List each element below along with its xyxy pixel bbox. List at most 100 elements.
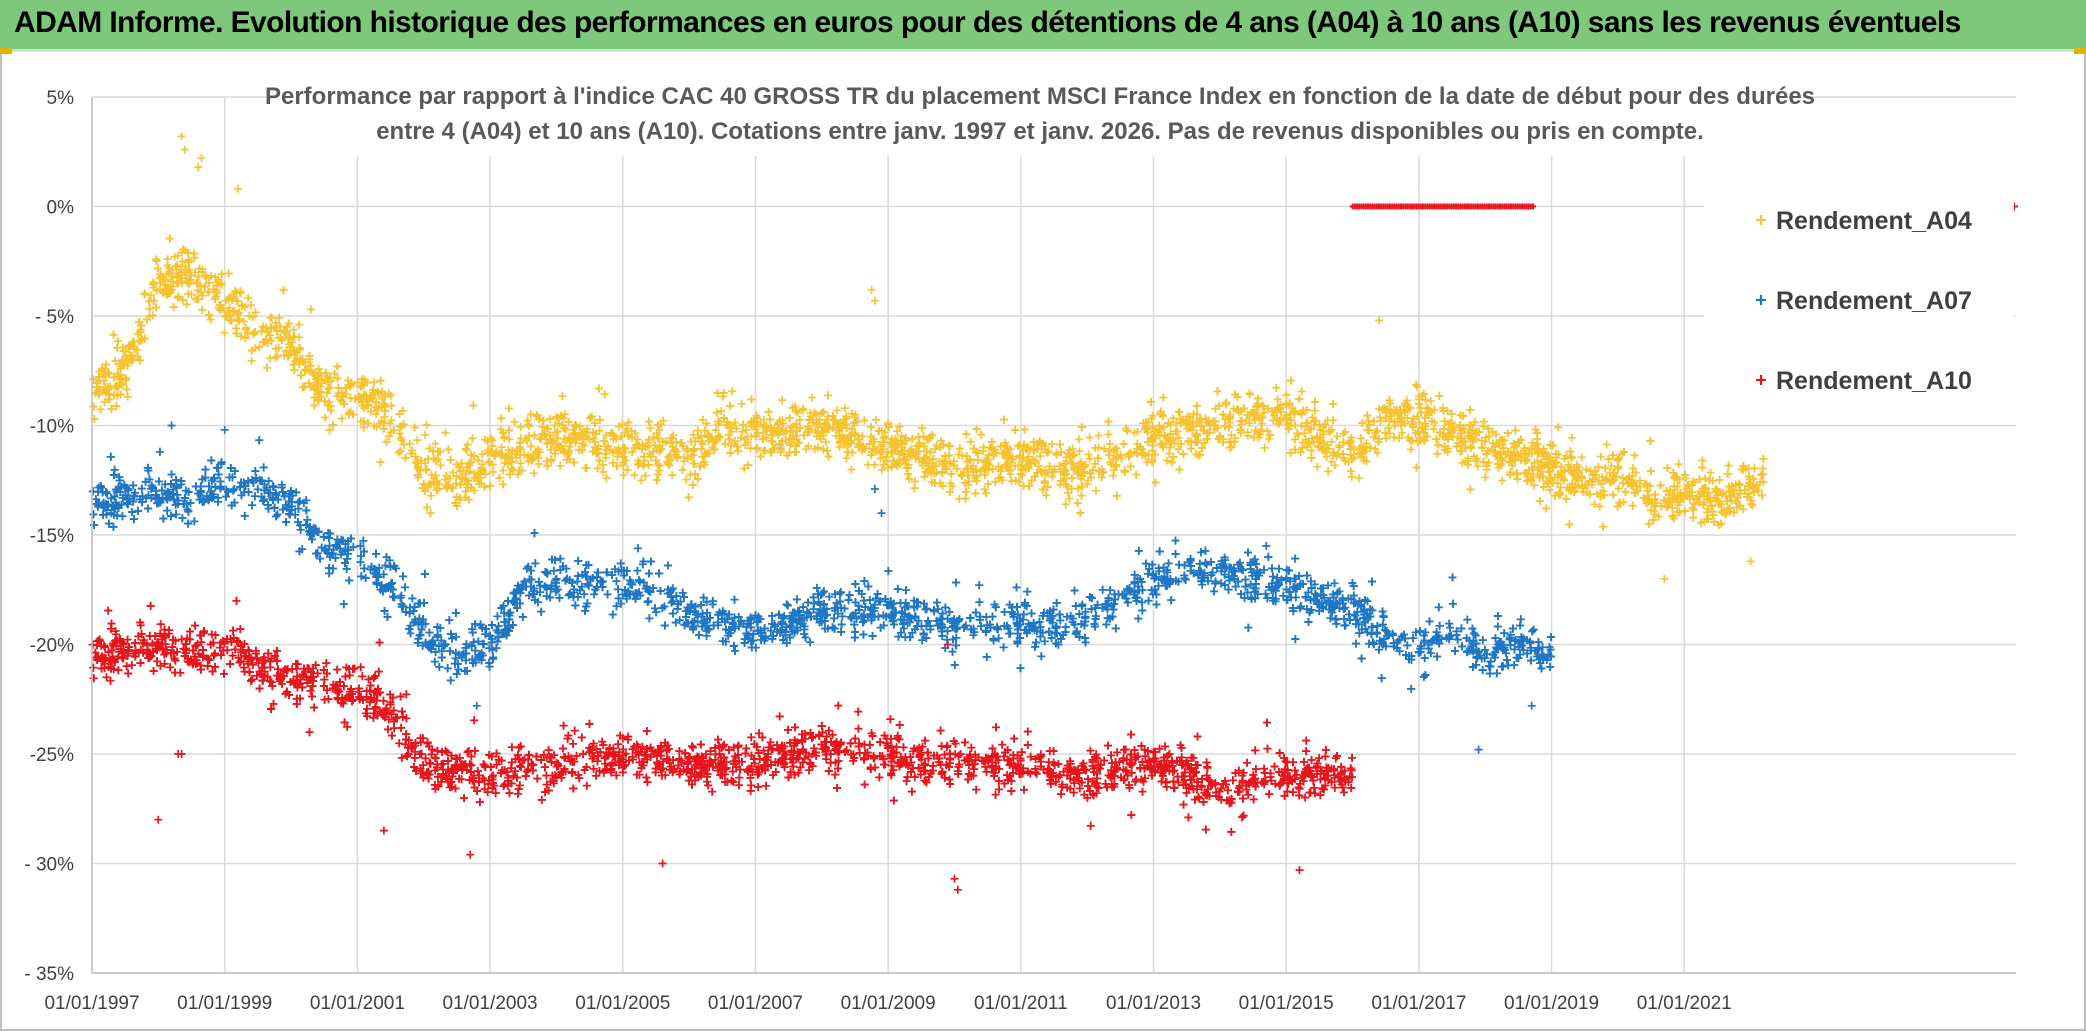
point-rendement-a04 bbox=[1663, 464, 1672, 472]
point-rendement-a04 bbox=[539, 416, 548, 425]
point-rendement-a04 bbox=[247, 356, 256, 365]
point-rendement-a04 bbox=[1297, 387, 1306, 396]
point-rendement-a04 bbox=[1729, 508, 1738, 517]
point-rendement-a04 bbox=[1327, 437, 1336, 446]
point-rendement-a04 bbox=[955, 444, 964, 453]
point-rendement-a04 bbox=[1074, 435, 1083, 444]
point-rendement-a04 bbox=[1307, 446, 1316, 455]
point-rendement-a04 bbox=[683, 454, 692, 463]
point-rendement-a04 bbox=[911, 477, 919, 486]
point-rendement-a04 bbox=[1287, 376, 1295, 385]
point-rendement-a04 bbox=[421, 430, 430, 439]
point-rendement-a04 bbox=[830, 415, 839, 424]
point-rendement-a04 bbox=[1172, 418, 1181, 427]
point-rendement-a04 bbox=[1254, 394, 1263, 403]
point-rendement-a04 bbox=[1363, 411, 1372, 420]
point-rendement-a04 bbox=[1020, 425, 1029, 434]
point-rendement-a04 bbox=[1092, 486, 1100, 495]
point-rendement-a04 bbox=[198, 305, 207, 314]
point-rendement-a04 bbox=[469, 401, 478, 410]
point-rendement-a04 bbox=[1298, 443, 1307, 452]
point-rendement-a04 bbox=[1748, 501, 1757, 510]
point-rendement-a04 bbox=[1310, 406, 1319, 415]
point-rendement-a04 bbox=[1498, 476, 1507, 485]
point-rendement-a04 bbox=[207, 272, 215, 280]
point-rendement-a04 bbox=[1282, 391, 1291, 399]
point-rendement-a04 bbox=[1179, 450, 1188, 458]
point-rendement-a04 bbox=[1222, 398, 1231, 407]
point-rendement-a04 bbox=[1466, 443, 1475, 452]
point-rendement-a04 bbox=[372, 410, 381, 419]
point-rendement-a04 bbox=[441, 428, 450, 437]
point-rendement-a04 bbox=[389, 426, 398, 435]
point-rendement-a04 bbox=[1075, 447, 1084, 456]
point-rendement-a04 bbox=[1326, 427, 1335, 436]
point-rendement-a04 bbox=[1263, 427, 1272, 436]
point-rendement-a04 bbox=[1260, 443, 1269, 452]
report-banner: ADAM Informe. Evolution historique des p… bbox=[0, 0, 2086, 52]
point-rendement-a04 bbox=[1701, 474, 1710, 483]
point-rendement-a04 bbox=[376, 458, 385, 467]
point-rendement-a04 bbox=[860, 416, 869, 425]
point-rendement-a04 bbox=[1567, 433, 1576, 442]
point-rendement-a04 bbox=[266, 354, 274, 363]
point-rendement-a04 bbox=[1602, 474, 1611, 482]
point-rendement-a04 bbox=[413, 436, 422, 445]
point-rendement-a04 bbox=[1557, 462, 1565, 471]
point-rendement-a04 bbox=[1296, 448, 1305, 457]
point-rendement-a04 bbox=[689, 430, 698, 439]
point-rendement-a04 bbox=[1415, 399, 1424, 408]
point-rendement-a04 bbox=[538, 429, 547, 438]
point-rendement-a04 bbox=[620, 443, 628, 452]
point-rendement-a04 bbox=[717, 407, 726, 415]
point-rendement-a04 bbox=[973, 456, 982, 465]
data-points bbox=[88, 132, 2018, 894]
point-rendement-a04 bbox=[1690, 478, 1699, 487]
point-rendement-a04 bbox=[619, 471, 628, 480]
point-rendement-a04 bbox=[1582, 465, 1591, 474]
point-rendement-a04 bbox=[1698, 463, 1707, 472]
point-rendement-a04 bbox=[1674, 460, 1683, 469]
point-rendement-a04 bbox=[712, 408, 721, 417]
point-rendement-a04 bbox=[396, 434, 405, 443]
point-rendement-a04 bbox=[799, 404, 808, 413]
point-rendement-a04 bbox=[1715, 475, 1724, 484]
point-rendement-a04 bbox=[1759, 454, 1768, 463]
point-rendement-a04 bbox=[1528, 438, 1537, 447]
point-rendement-a04 bbox=[1061, 500, 1070, 509]
point-rendement-a04 bbox=[1120, 467, 1129, 476]
point-rendement-a04 bbox=[237, 332, 246, 341]
point-rendement-a04 bbox=[646, 424, 655, 433]
point-rendement-a04 bbox=[824, 391, 832, 400]
point-rendement-a04 bbox=[652, 476, 661, 485]
point-rendement-a04 bbox=[586, 414, 594, 422]
point-rendement-a04 bbox=[764, 408, 773, 417]
point-rendement-a04 bbox=[421, 459, 430, 468]
point-rendement-a04 bbox=[1169, 414, 1177, 423]
point-rendement-a04 bbox=[672, 438, 681, 446]
point-rendement-a04 bbox=[1566, 447, 1575, 456]
point-rendement-a04 bbox=[1119, 440, 1128, 448]
point-rendement-a04 bbox=[698, 415, 707, 424]
point-rendement-a04 bbox=[980, 485, 989, 494]
point-rendement-a04 bbox=[742, 426, 751, 434]
point-rendement-a04 bbox=[653, 470, 662, 479]
point-rendement-a04 bbox=[289, 325, 298, 334]
point-rendement-a04 bbox=[1596, 452, 1605, 461]
point-rendement-a04 bbox=[1307, 453, 1316, 462]
point-rendement-a04 bbox=[1346, 467, 1355, 476]
point-rendement-a04 bbox=[1660, 496, 1668, 504]
point-rendement-a04 bbox=[281, 327, 290, 336]
point-rendement-a04 bbox=[123, 392, 132, 401]
point-rendement-a04 bbox=[504, 404, 513, 413]
point-rendement-a04 bbox=[1339, 429, 1348, 438]
point-rendement-a04 bbox=[1621, 488, 1630, 496]
point-rendement-a04 bbox=[821, 438, 830, 447]
point-rendement-a04 bbox=[255, 343, 264, 351]
point-rendement-a04 bbox=[1293, 429, 1302, 438]
point-rendement-a04 bbox=[1091, 444, 1100, 452]
point-rendement-a04 bbox=[977, 430, 986, 439]
point-rendement-a04 bbox=[595, 426, 604, 435]
point-rendement-a04 bbox=[468, 434, 477, 443]
point-rendement-a04 bbox=[310, 401, 319, 410]
